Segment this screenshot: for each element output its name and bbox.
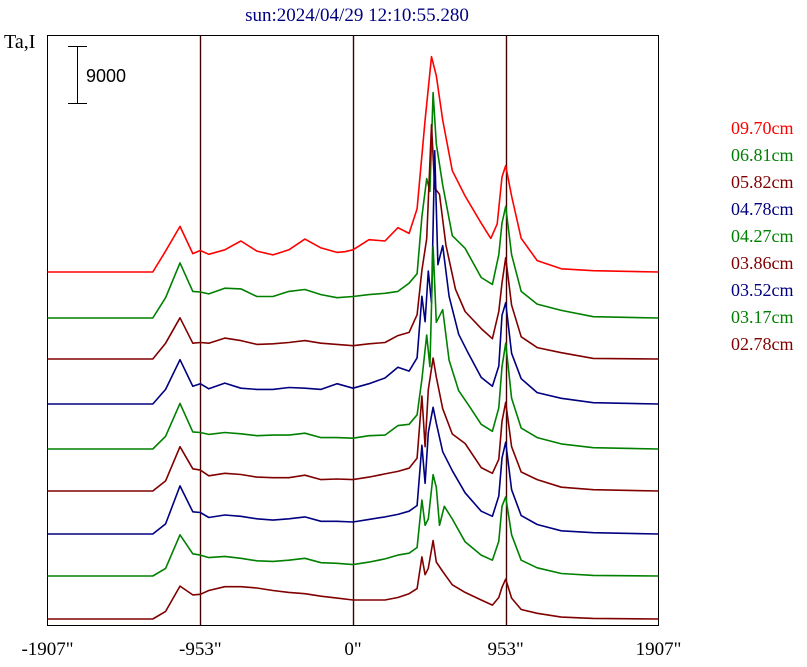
legend-entry: 02.78cm [731,334,794,354]
x-tick-label: -1907" [21,639,73,660]
series-line-04.27cm [47,245,659,450]
series-line-02.78cm [47,539,659,620]
reference-lines [199,35,508,626]
legend-entry: 03.17cm [731,307,794,327]
x-axis-ticks: -1907" -953" 0" 953" 1907" [21,639,681,660]
series-line-06.81cm [47,91,659,319]
legend: 09.70cm 06.81cm 05.82cm 04.78cm 04.27cm 03.86… [731,118,794,354]
legend-entry: 04.78cm [731,199,794,219]
scale-bar: 9000 [68,46,126,104]
x-tick-label: 0" [344,639,361,660]
chart-title: sun:2024/04/29 12:10:55.280 [245,5,469,26]
legend-entry: 09.70cm [731,118,794,138]
y-axis-label: Ta,I [4,31,35,53]
series-line-05.82cm [47,123,659,360]
legend-entry: 03.86cm [731,253,794,273]
scale-bar-label: 9000 [86,66,126,86]
series-group [47,55,659,620]
x-tick-label: -953" [179,639,222,660]
x-tick-label: 953" [488,639,524,660]
legend-entry: 04.27cm [731,226,794,246]
series-line-03.52cm [47,406,659,535]
legend-entry: 06.81cm [731,145,794,165]
series-line-09.70cm [47,55,659,273]
series-line-03.17cm [47,473,659,577]
legend-entry: 03.52cm [731,280,794,300]
series-line-04.78cm [47,149,659,405]
x-tick-label: 1907" [636,639,682,660]
series-line-03.86cm [47,357,659,492]
legend-entry: 05.82cm [731,172,794,192]
